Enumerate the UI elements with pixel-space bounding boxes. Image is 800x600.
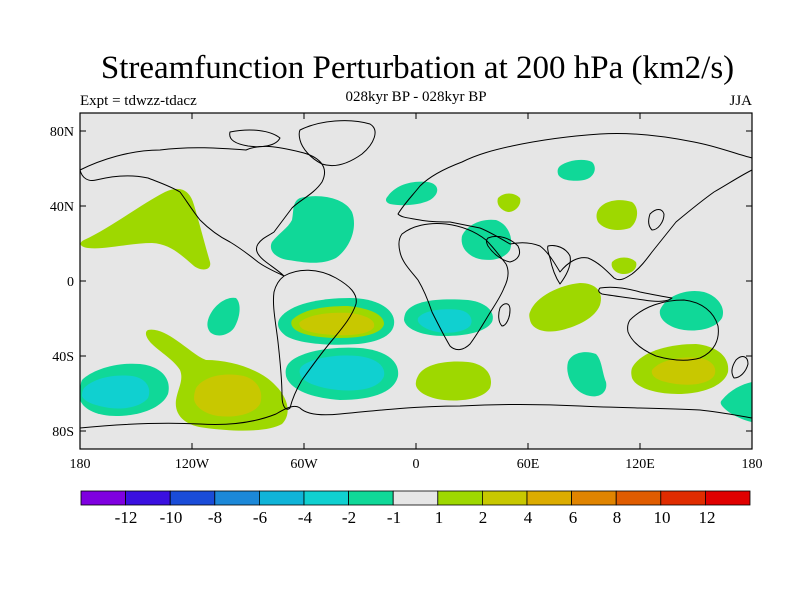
season-label: JJA [729, 93, 752, 109]
colorbar-swatch [571, 490, 617, 506]
contour-negative [385, 181, 438, 206]
colorbar-labels: -12 -10 -8 -6 -4 -2 -1 1 2 4 6 8 10 12 [115, 508, 716, 527]
colorbar-label: -8 [208, 508, 222, 527]
colorbar-label: -2 [342, 508, 356, 527]
contour-negative-2 [82, 375, 150, 409]
contour-positive [415, 361, 492, 401]
colorbar-swatch [526, 490, 572, 506]
colorbar [80, 490, 751, 506]
colorbar-swatch [214, 490, 260, 506]
axis-ticks [79, 113, 753, 449]
contour-positive-2 [651, 357, 716, 385]
colorbar-swatch [303, 490, 349, 506]
lon-tick-label: 120E [625, 457, 655, 472]
colorbar-swatch [615, 490, 662, 506]
coastline-arabia [486, 235, 521, 263]
colorbar-label: 6 [569, 508, 578, 527]
contour-positive-2 [194, 374, 262, 417]
colorbar-label: 12 [699, 508, 716, 527]
colorbar-swatch [660, 490, 706, 506]
colorbar-swatch [125, 490, 171, 506]
colorbar-swatch [705, 490, 751, 506]
contour-fills [80, 159, 752, 431]
coastlines [79, 120, 753, 429]
map-title: Streamfunction Perturbation at 200 hPa (… [100, 50, 735, 86]
contour-negative [270, 196, 355, 263]
contour-positive-2 [299, 312, 375, 336]
colorbar-label: 4 [524, 508, 533, 527]
contour-positive [529, 283, 602, 332]
lat-tick-label: 40N [50, 200, 74, 215]
contour-positive [596, 200, 638, 230]
map-subtitle: 028kyr BP - 028kyr BP [345, 89, 487, 105]
lon-tick-label: 180 [742, 457, 763, 472]
colorbar-label: -1 [387, 508, 401, 527]
colorbar-label: -4 [298, 508, 313, 527]
colorbar-swatch [348, 490, 394, 506]
lat-tick-label: 40S [52, 350, 74, 365]
lat-tick-label: 80N [50, 125, 74, 140]
contour-positive [611, 257, 637, 274]
contour-negative [567, 352, 607, 397]
colorbar-label: -6 [253, 508, 267, 527]
colorbar-swatch [392, 490, 439, 506]
colorbar-label: 1 [435, 508, 444, 527]
lon-tick-label: 60W [290, 457, 318, 472]
colorbar-swatch [258, 490, 305, 506]
coastline-eurasia [397, 132, 753, 281]
contour-positive [80, 188, 211, 270]
coastline-new-zealand [731, 356, 749, 379]
lon-tick-label: 60E [517, 457, 540, 472]
coastline-antarctica [79, 404, 753, 429]
lon-tick-label: 0 [413, 457, 420, 472]
colorbar-swatch [437, 490, 483, 506]
lat-tick-label: 0 [67, 275, 74, 290]
contour-negative [659, 290, 724, 331]
contour-negative [720, 382, 752, 422]
lon-tick-labels: 180 120W 60W 0 60E 120E 180 [70, 457, 763, 472]
experiment-label: Expt = tdwzz-tdacz [80, 93, 197, 109]
coastline-madagascar [498, 303, 511, 327]
lat-tick-label: 80S [52, 425, 74, 440]
contour-negative [557, 159, 595, 181]
colorbar-swatch [481, 490, 528, 506]
coastline-south-america [273, 269, 357, 410]
contour-negative-2 [417, 309, 472, 333]
colorbar-label: 10 [654, 508, 671, 527]
contour-negative-2 [299, 355, 385, 391]
coastline-india [547, 245, 571, 285]
coastline-australia [627, 299, 719, 361]
coastline-greenland [298, 120, 376, 167]
contour-negative [207, 297, 240, 336]
lon-tick-label: 120W [175, 457, 210, 472]
coastline-africa [398, 223, 509, 351]
coastline-japan [648, 209, 665, 231]
contour-positive [497, 193, 521, 212]
colorbar-label: 8 [613, 508, 622, 527]
colorbar-label: -10 [160, 508, 183, 527]
colorbar-label: 2 [479, 508, 488, 527]
coastline-indonesia [598, 286, 673, 302]
colorbar-swatch [80, 490, 126, 506]
lat-tick-labels: 80N 40N 0 40S 80S [50, 125, 74, 440]
lon-tick-label: 180 [70, 457, 91, 472]
colorbar-label: -12 [115, 508, 138, 527]
colorbar-swatch [169, 490, 216, 506]
coastline-arctic-islands [229, 129, 281, 148]
